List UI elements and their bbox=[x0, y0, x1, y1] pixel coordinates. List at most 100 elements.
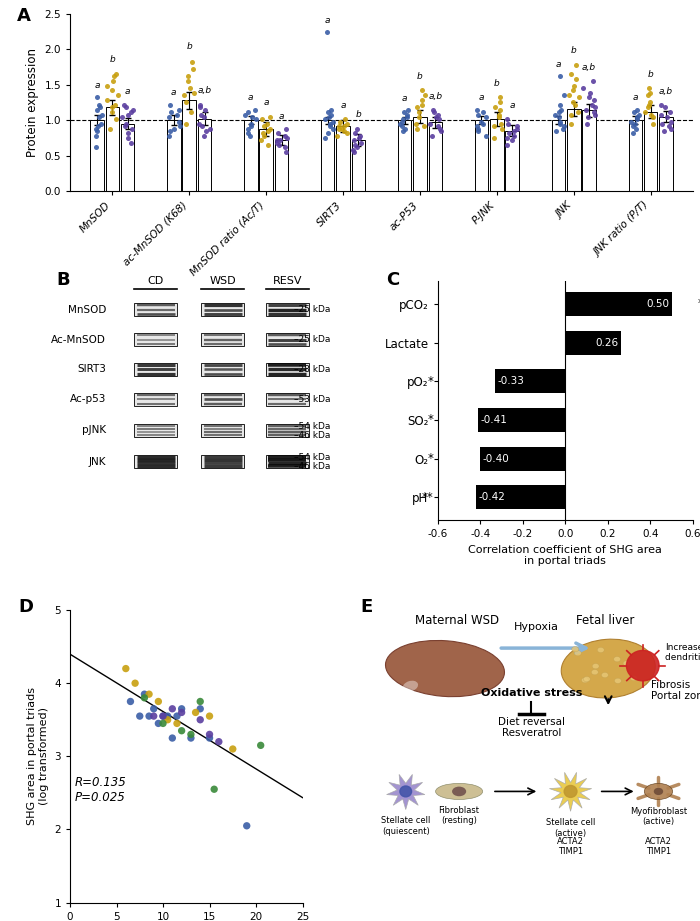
Point bbox=[356, 135, 367, 150]
Point bbox=[349, 133, 360, 147]
Bar bbox=[266, 392, 309, 406]
Point bbox=[134, 709, 146, 724]
Point bbox=[272, 135, 283, 150]
Point bbox=[204, 727, 215, 741]
Point bbox=[204, 122, 216, 136]
Point bbox=[274, 133, 285, 147]
Point bbox=[496, 116, 507, 131]
Text: –53 kDa: –53 kDa bbox=[293, 395, 330, 404]
Point bbox=[664, 119, 675, 134]
Point bbox=[251, 111, 262, 126]
Point bbox=[125, 104, 136, 119]
Point bbox=[323, 125, 334, 140]
Text: a: a bbox=[479, 93, 484, 102]
Bar bbox=[475, 120, 489, 191]
Point bbox=[509, 123, 520, 138]
Text: b: b bbox=[571, 46, 577, 55]
Point bbox=[640, 104, 651, 119]
Text: –25 kDa: –25 kDa bbox=[294, 305, 330, 314]
Text: b: b bbox=[648, 70, 654, 79]
Point bbox=[413, 104, 424, 119]
Point bbox=[107, 74, 118, 88]
Point bbox=[281, 131, 293, 146]
Text: a: a bbox=[263, 98, 269, 107]
Bar bbox=[398, 120, 412, 191]
Point bbox=[555, 116, 566, 131]
Point bbox=[172, 709, 183, 724]
Text: a,b: a,b bbox=[428, 92, 442, 101]
Text: –54 kDa: –54 kDa bbox=[294, 453, 330, 461]
Point bbox=[337, 122, 348, 136]
Point bbox=[126, 135, 137, 150]
Point bbox=[139, 691, 150, 705]
Point bbox=[396, 119, 407, 134]
Point bbox=[554, 114, 566, 129]
Point bbox=[153, 694, 164, 709]
Text: –46 kDa: –46 kDa bbox=[294, 462, 330, 472]
Point bbox=[342, 116, 353, 131]
Bar bbox=[659, 117, 673, 191]
Point bbox=[120, 661, 132, 676]
Point bbox=[324, 116, 335, 131]
Point bbox=[144, 709, 155, 724]
Point bbox=[195, 107, 206, 122]
Ellipse shape bbox=[597, 647, 604, 653]
Point bbox=[199, 102, 211, 117]
Point bbox=[109, 98, 120, 112]
Text: MnSOD: MnSOD bbox=[68, 305, 106, 315]
Point bbox=[162, 712, 174, 727]
Point bbox=[645, 107, 657, 122]
Point bbox=[396, 114, 407, 129]
Point bbox=[412, 100, 423, 115]
Point bbox=[477, 104, 489, 119]
X-axis label: Correlation coefficient of SHG area
in portal triads: Correlation coefficient of SHG area in p… bbox=[468, 545, 662, 566]
Point bbox=[494, 90, 505, 105]
Text: pJNK: pJNK bbox=[82, 426, 106, 436]
Text: SIRT3: SIRT3 bbox=[77, 365, 106, 375]
Bar bbox=[480, 447, 566, 471]
Point bbox=[255, 738, 266, 752]
Bar bbox=[167, 120, 181, 191]
Point bbox=[112, 88, 123, 103]
Point bbox=[582, 116, 593, 131]
Point bbox=[428, 104, 440, 119]
Point bbox=[584, 86, 596, 100]
Text: –46 kDa: –46 kDa bbox=[294, 431, 330, 440]
Point bbox=[148, 702, 160, 717]
Ellipse shape bbox=[644, 784, 673, 799]
Point bbox=[106, 83, 118, 98]
Point bbox=[186, 54, 197, 69]
Text: a: a bbox=[402, 94, 407, 103]
Point bbox=[262, 123, 274, 138]
Point bbox=[197, 119, 208, 134]
Point bbox=[419, 119, 430, 134]
Point bbox=[566, 116, 577, 131]
Bar bbox=[566, 292, 672, 316]
Point bbox=[627, 125, 638, 140]
Text: Stellate cell
(quiescent): Stellate cell (quiescent) bbox=[381, 816, 430, 835]
Text: JNK: JNK bbox=[89, 457, 106, 467]
Point bbox=[90, 128, 101, 143]
Point bbox=[416, 98, 427, 112]
Point bbox=[176, 702, 187, 717]
Text: a: a bbox=[510, 101, 515, 111]
Ellipse shape bbox=[592, 670, 598, 675]
Point bbox=[110, 66, 121, 81]
Point bbox=[264, 110, 275, 124]
Text: Portal zone: Portal zone bbox=[650, 692, 700, 702]
Point bbox=[158, 709, 169, 724]
Ellipse shape bbox=[402, 681, 418, 692]
Point bbox=[426, 128, 438, 143]
Point bbox=[139, 687, 150, 702]
Text: a: a bbox=[340, 101, 346, 111]
Point bbox=[648, 116, 659, 131]
Point bbox=[102, 93, 113, 108]
Point bbox=[96, 116, 107, 131]
Point bbox=[398, 111, 409, 126]
Bar bbox=[134, 424, 177, 437]
Point bbox=[402, 102, 414, 117]
Point bbox=[186, 727, 197, 741]
Point bbox=[325, 102, 336, 117]
Point bbox=[503, 116, 514, 131]
Point bbox=[158, 709, 169, 724]
